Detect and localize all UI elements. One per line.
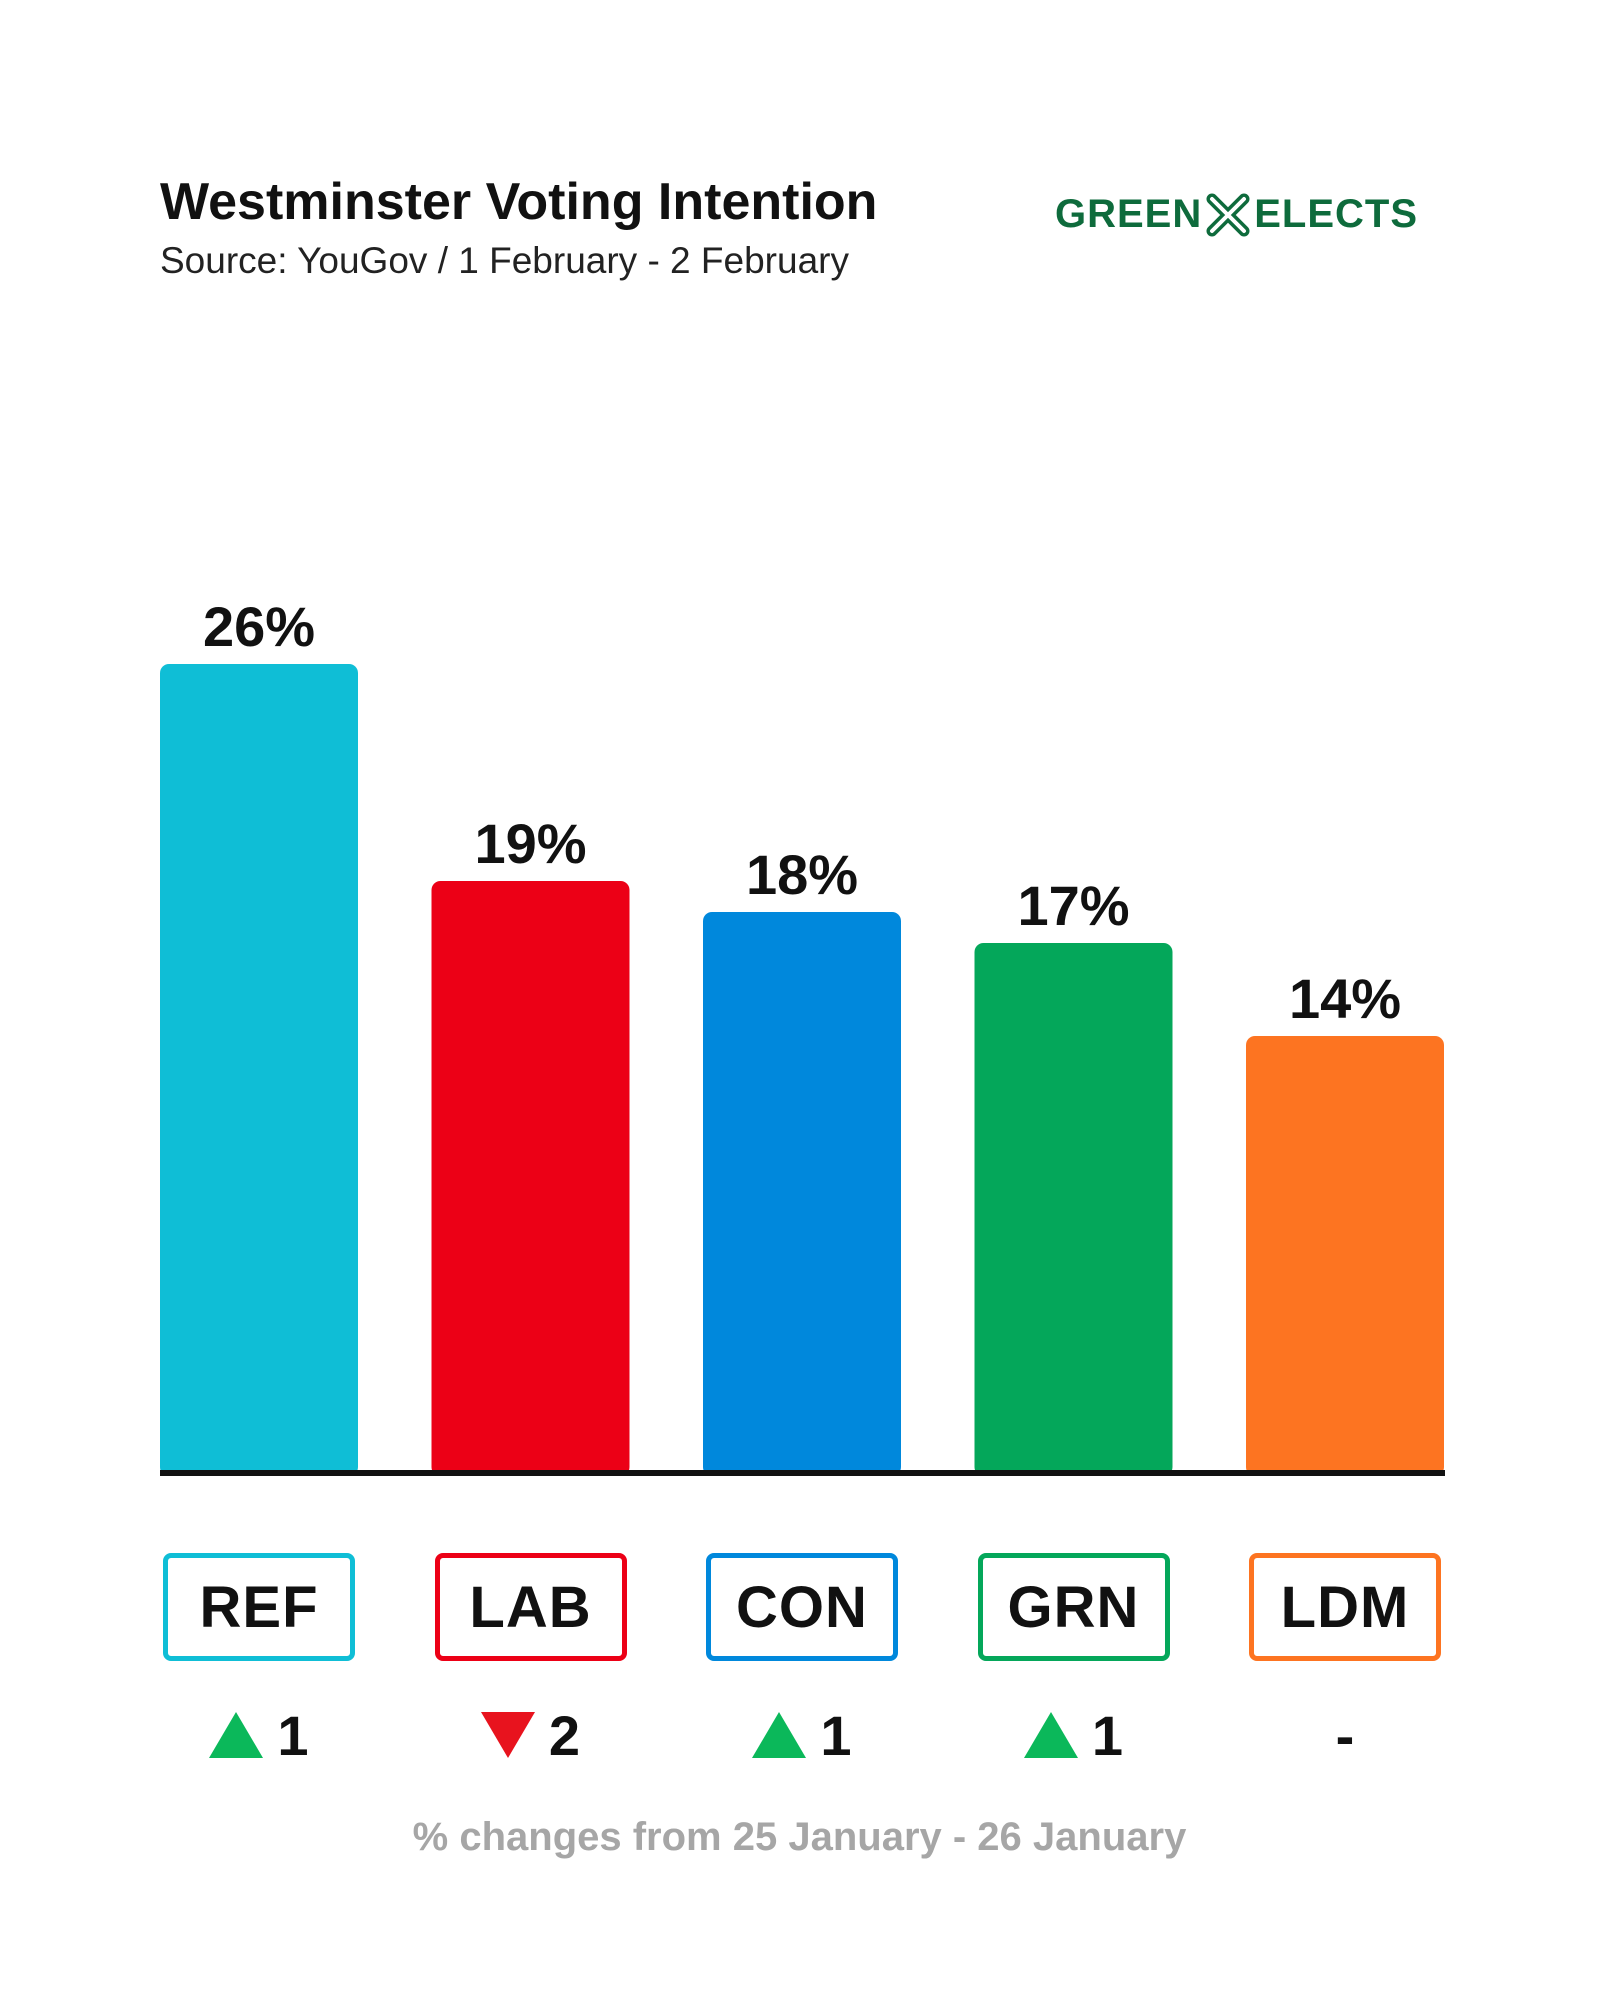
- party-label-ref: REF: [163, 1553, 355, 1661]
- change-con: 1: [706, 1700, 898, 1770]
- brand-text-elects: ELECTS: [1254, 192, 1419, 236]
- bar-lab: [431, 881, 630, 1476]
- change-grn: 1: [978, 1700, 1170, 1770]
- bar-chart: 26% 19% 18% 17% 14%: [160, 595, 1445, 1476]
- party-label-grn: GRN: [977, 1553, 1170, 1661]
- change-lab: 2: [435, 1700, 627, 1770]
- up-triangle-icon: [752, 1712, 807, 1758]
- bar-ref: [160, 664, 358, 1476]
- up-triangle-icon: [209, 1712, 264, 1758]
- down-triangle-icon: [480, 1712, 535, 1758]
- bar-grn: [974, 943, 1173, 1476]
- bar-con: [703, 912, 901, 1476]
- chart-title: Westminster Voting Intention: [160, 173, 878, 231]
- change-value: 2: [548, 1703, 581, 1767]
- change-value: -: [1335, 1703, 1355, 1767]
- change-ref: 1: [163, 1700, 355, 1770]
- change-value: 1: [1091, 1703, 1124, 1767]
- chart-subtitle: Source: YouGov / 1 February - 2 February: [160, 240, 849, 281]
- data-label-grn: 17%: [1017, 874, 1129, 937]
- change-ldm: -: [1249, 1700, 1441, 1770]
- brand-logo: GREEN ELECTS: [1055, 192, 1418, 237]
- party-label-ldm: LDM: [1249, 1553, 1441, 1661]
- data-label-con: 18%: [746, 843, 858, 906]
- footnote: % changes from 25 January - 26 January: [412, 1815, 1187, 1859]
- data-label-lab: 19%: [474, 812, 586, 875]
- data-label-ref: 26%: [203, 595, 315, 658]
- change-value: 1: [820, 1703, 852, 1767]
- brand-text-green: GREEN: [1055, 192, 1203, 236]
- party-label-con: CON: [706, 1553, 898, 1661]
- bar-ldm: [1246, 1036, 1444, 1476]
- ballot-cross-icon: [1206, 193, 1250, 236]
- data-label-ldm: 14%: [1289, 967, 1401, 1030]
- up-triangle-icon: [1023, 1712, 1078, 1758]
- party-label-lab: LAB: [434, 1553, 627, 1661]
- change-value: 1: [277, 1703, 309, 1767]
